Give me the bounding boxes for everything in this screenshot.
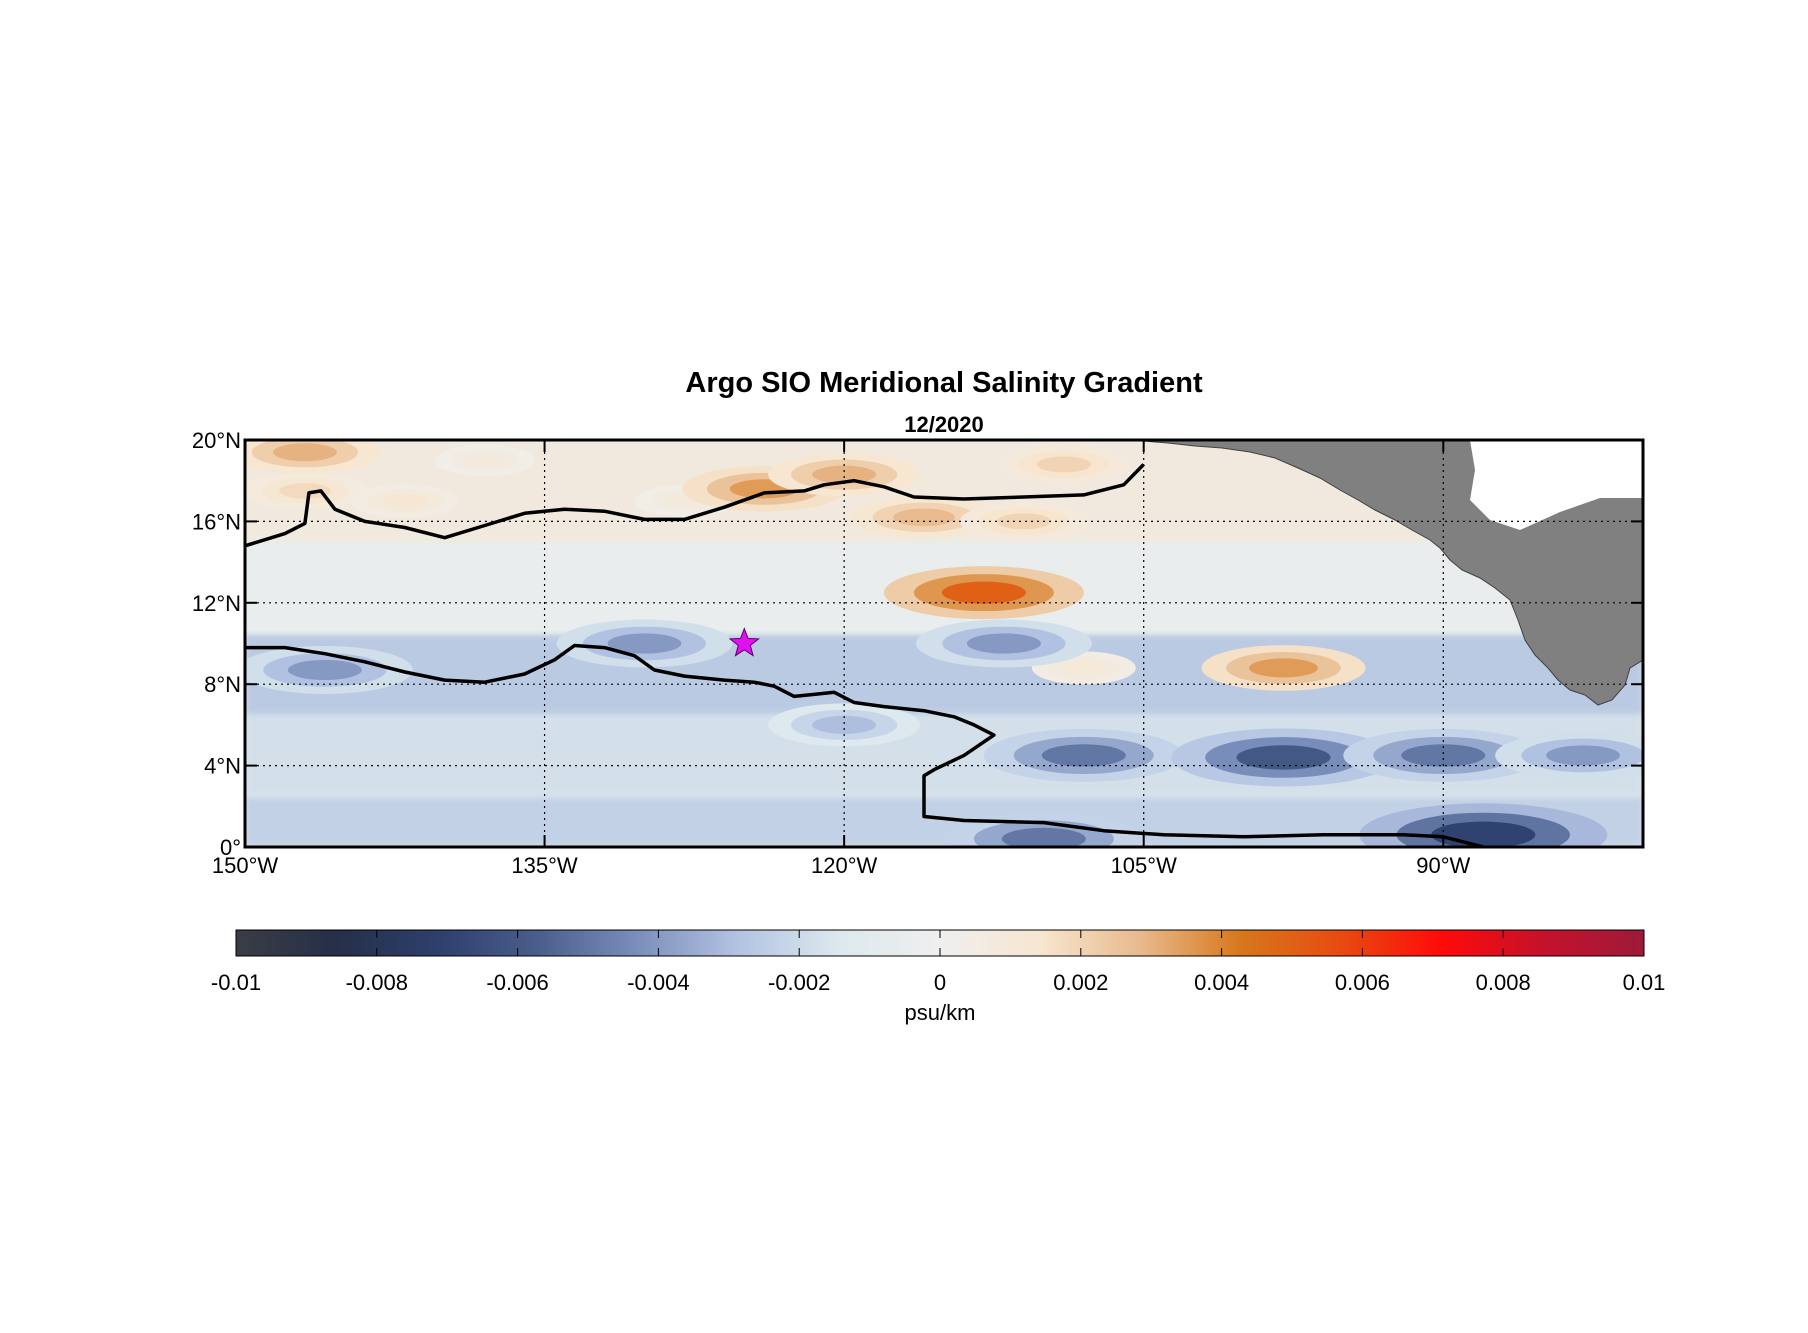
x-tick-label-3: 105°W [1111, 853, 1178, 878]
field-blob-6-2 [812, 465, 877, 484]
field-blob-0-2 [279, 483, 331, 499]
field-blob-8-2 [997, 513, 1051, 530]
field-blob-18-2 [812, 715, 877, 734]
field-blob-23-2 [1431, 821, 1536, 847]
field-blob-21-2 [1401, 744, 1486, 767]
ocean-cutout-caribbean [1470, 440, 1643, 530]
map-frame [243, 438, 1645, 849]
x-tick-label-2: 120°W [811, 853, 878, 878]
salinity-fields [245, 440, 1643, 847]
chart-title: Argo SIO Meridional Salinity Gradient [685, 367, 1203, 399]
field-blob-19-2 [1041, 744, 1126, 767]
field-blob-17-2 [966, 633, 1041, 654]
zero-contour-line-1 [245, 643, 1484, 847]
field-blob-12-2 [1061, 660, 1106, 675]
colorbar-tick-label-8: 0.006 [1335, 970, 1390, 995]
colorbar-ticks: -0.01 -0.008 -0.006 -0.004 -0.002 0 0.002 0.004… [211, 930, 1665, 995]
graticule-grid [245, 440, 1643, 847]
zero-contours [245, 463, 1484, 847]
colorbar: -0.01 -0.008 -0.006 -0.004 -0.002 0 0.002 0.004… [211, 929, 1665, 1025]
field-blob-1-2 [272, 443, 337, 462]
field-blob-9-2 [1036, 456, 1091, 473]
star-marker [728, 627, 760, 657]
field-blob-20-2 [1236, 745, 1331, 770]
y-axis-ticks: 0° 4°N 8°N 12°N 16°N 20°N [192, 428, 1643, 860]
colorbar-tick-label-0: -0.01 [211, 970, 261, 995]
field-blob-15-2 [287, 659, 362, 681]
y-tick-label-4: 16°N [192, 509, 241, 534]
field-blob-2-2 [381, 493, 428, 509]
colorbar-tick-label-7: 0.004 [1194, 970, 1249, 995]
field-blob-11-2 [1249, 658, 1318, 678]
zero-contour-line-0 [245, 463, 1145, 548]
map-area: 150°W 135°W 120°W 105°W 90°W 0° 4°N 8°N 12°N 16°… [192, 428, 1645, 878]
y-tick-label-3: 12°N [192, 591, 241, 616]
chart-subtitle: 12/2020 [904, 412, 984, 437]
y-tick-label-0: 0° [220, 835, 241, 860]
colorbar-tick-label-10: 0.01 [1623, 970, 1666, 995]
field-blob-3-2 [463, 453, 506, 468]
colorbar-tick-label-1: -0.008 [346, 970, 408, 995]
colorbar-tick-label-2: -0.006 [486, 970, 548, 995]
colorbar-tick-label-9: 0.008 [1476, 970, 1531, 995]
colorbar-tick-label-5: 0 [934, 970, 946, 995]
x-axis-ticks: 150°W 135°W 120°W 105°W 90°W [212, 440, 1471, 878]
x-tick-label-1: 135°W [511, 853, 578, 878]
x-tick-label-0: 150°W [212, 853, 279, 878]
y-tick-label-2: 8°N [204, 672, 241, 697]
colorbar-label: psu/km [905, 1000, 976, 1025]
field-blob-16-2 [607, 633, 682, 654]
y-tick-label-1: 4°N [204, 754, 241, 779]
field-blob-24-2 [1546, 745, 1621, 766]
field-blob-7-2 [893, 508, 955, 527]
marker-layer [728, 627, 760, 657]
colorbar-tick-label-4: -0.002 [768, 970, 830, 995]
x-tick-label-4: 90°W [1416, 853, 1470, 878]
y-tick-label-5: 20°N [192, 428, 241, 453]
colorbar-tick-label-3: -0.004 [627, 970, 689, 995]
colorbar-tick-label-6: 0.002 [1053, 970, 1108, 995]
field-blob-22-2 [1001, 827, 1086, 847]
field-blob-10-2 [941, 581, 1026, 604]
